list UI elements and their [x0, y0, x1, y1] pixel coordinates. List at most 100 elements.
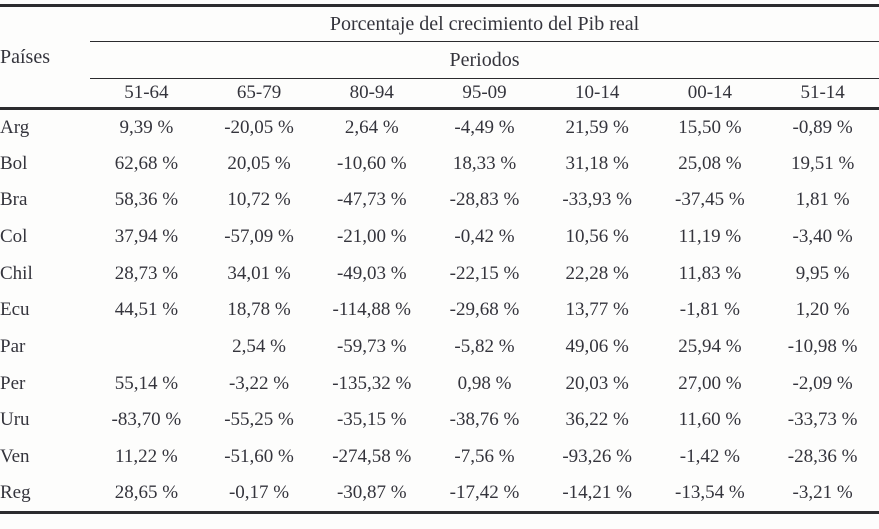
- country-label: Ecu: [0, 299, 30, 321]
- value-cell: 9,95 %: [795, 262, 850, 284]
- value-cell: -13,54 %: [675, 481, 745, 503]
- value-cell: [90, 329, 203, 366]
- value-cell: 36,22 %: [565, 409, 629, 431]
- value-cell: -1,81 %: [679, 299, 740, 321]
- table-row: Per 55,14 % -3,22 % -135,32 % 0,98 % 20,03 % 2…: [0, 365, 879, 402]
- value-cell: -33,93 %: [562, 189, 632, 211]
- value-cell: -83,70 %: [111, 409, 182, 431]
- value-cell: 11,22 %: [115, 446, 178, 468]
- table-row: Ecu 44,51 % 18,78 % -114,88 % -29,68 % 13,77 …: [0, 292, 879, 329]
- country-label: Arg: [0, 116, 30, 138]
- value-cell: -2,09 %: [792, 372, 853, 394]
- value-cell: 58,36 %: [114, 189, 179, 211]
- value-cell: 25,94 %: [678, 335, 742, 357]
- gdp-growth-table: Países Porcentaje del crecimiento del Pi…: [0, 4, 879, 514]
- value-cell: 22,28 %: [565, 262, 629, 284]
- table-row: Reg 28,65 % -0,17 % -30,87 % -17,42 % -14,21 …: [0, 475, 879, 512]
- value-cell: 18,78 %: [227, 299, 291, 321]
- value-cell: -57,09 %: [224, 225, 294, 247]
- value-cell: 11,19 %: [678, 225, 742, 247]
- value-cell: -28,83 %: [449, 189, 520, 211]
- value-cell: 11,83 %: [678, 262, 742, 284]
- value-cell: -14,21 %: [562, 481, 632, 503]
- period-header: 65-79: [202, 78, 316, 110]
- value-cell: 2,64 %: [344, 116, 399, 138]
- value-cell: 37,94 %: [114, 225, 179, 247]
- value-cell: 10,72 %: [227, 189, 291, 211]
- col-group-header-periodos: Periodos: [90, 41, 879, 79]
- value-cell: 9,39 %: [119, 116, 174, 138]
- table-header: Países Porcentaje del crecimiento del Pi…: [0, 5, 879, 110]
- country-label: Par: [0, 335, 26, 357]
- value-cell: 20,03 %: [565, 372, 629, 394]
- value-cell: 0,98 %: [457, 372, 512, 394]
- value-cell: -49,03 %: [336, 262, 407, 284]
- table-row: Col 37,94 % -57,09 % -21,00 % -0,42 % 10,56 %…: [0, 219, 879, 256]
- value-cell: 11,60 %: [678, 409, 742, 431]
- value-cell: 1,81 %: [795, 189, 850, 211]
- value-cell: -3,22 %: [228, 372, 290, 394]
- value-cell: -30,87 %: [336, 481, 407, 503]
- value-cell: -17,42 %: [449, 481, 520, 503]
- period-header: 80-94: [315, 78, 429, 110]
- value-cell: -38,76 %: [449, 409, 520, 431]
- period-header-row: 51-64 65-79 80-94 95-09 10-14 00-14 51-14: [0, 78, 879, 110]
- table-row: Par 2,54 % -59,73 % -5,82 % 49,06 % 25,94 % -1…: [0, 329, 879, 366]
- value-cell: -1,42 %: [679, 446, 740, 468]
- value-cell: -0,89 %: [792, 116, 853, 138]
- value-cell: -29,68 %: [449, 299, 520, 321]
- country-label: Reg: [0, 481, 31, 503]
- country-label: Uru: [0, 409, 30, 431]
- value-cell: 20,05 %: [227, 152, 291, 174]
- value-cell: -274,58 %: [332, 446, 412, 468]
- table-row: Chil 28,73 % 34,01 % -49,03 % -22,15 % 22,28 …: [0, 255, 879, 292]
- country-label: Col: [0, 225, 28, 247]
- value-cell: -135,32 %: [332, 372, 412, 394]
- value-cell: 19,51 %: [790, 152, 855, 174]
- country-label: Ven: [0, 446, 30, 468]
- value-cell: -35,15 %: [336, 409, 407, 431]
- value-cell: 27,00 %: [678, 372, 742, 394]
- group-header-row: Periodos: [0, 41, 879, 79]
- value-cell: -47,73 %: [336, 189, 407, 211]
- value-cell: -55,25 %: [224, 409, 294, 431]
- value-cell: -7,56 %: [454, 446, 515, 468]
- title-row: Países Porcentaje del crecimiento del Pi…: [0, 5, 879, 110]
- value-cell: 18,33 %: [452, 152, 517, 174]
- value-cell: 28,65 %: [114, 481, 179, 503]
- value-cell: 2,54 %: [232, 335, 286, 357]
- value-cell: 44,51 %: [114, 299, 179, 321]
- value-cell: 49,06 %: [565, 335, 629, 357]
- value-cell: 1,20 %: [795, 299, 850, 321]
- value-cell: -59,73 %: [336, 335, 407, 357]
- value-cell: 15,50 %: [678, 116, 742, 138]
- country-label: Chil: [0, 262, 33, 284]
- value-cell: -21,00 %: [336, 225, 407, 247]
- value-cell: -10,60 %: [336, 152, 407, 174]
- value-cell: -37,45 %: [675, 189, 745, 211]
- table-row: Bol 62,68 % 20,05 % -10,60 % 18,33 % 31,18 % 2…: [0, 145, 879, 182]
- value-cell: -5,82 %: [454, 335, 515, 357]
- value-cell: -20,05 %: [224, 116, 294, 138]
- country-label: Bol: [0, 152, 28, 174]
- period-header: 51-14: [766, 78, 879, 110]
- value-cell: -33,73 %: [787, 409, 858, 431]
- value-cell: -51,60 %: [224, 446, 294, 468]
- value-cell: -0,17 %: [228, 481, 290, 503]
- value-cell: -22,15 %: [449, 262, 520, 284]
- country-label: Per: [0, 372, 26, 394]
- value-cell: 34,01 %: [227, 262, 291, 284]
- period-header: 51-64: [90, 78, 203, 110]
- value-cell: -3,21 %: [792, 481, 853, 503]
- value-cell: -114,88 %: [332, 299, 411, 321]
- table-row: Ven 11,22 % -51,60 % -274,58 % -7,56 % -93,26…: [0, 439, 879, 476]
- value-cell: 55,14 %: [114, 372, 179, 394]
- table-body: Arg 9,39 % -20,05 % 2,64 % -4,49 % 21,59 % 15,…: [0, 109, 879, 513]
- value-cell: -3,40 %: [792, 225, 853, 247]
- value-cell: 25,08 %: [678, 152, 742, 174]
- period-header: 10-14: [540, 78, 654, 110]
- country-label: Bra: [0, 189, 28, 211]
- table-row: Uru -83,70 % -55,25 % -35,15 % -38,76 % 36,22…: [0, 402, 879, 439]
- value-cell: 13,77 %: [565, 299, 629, 321]
